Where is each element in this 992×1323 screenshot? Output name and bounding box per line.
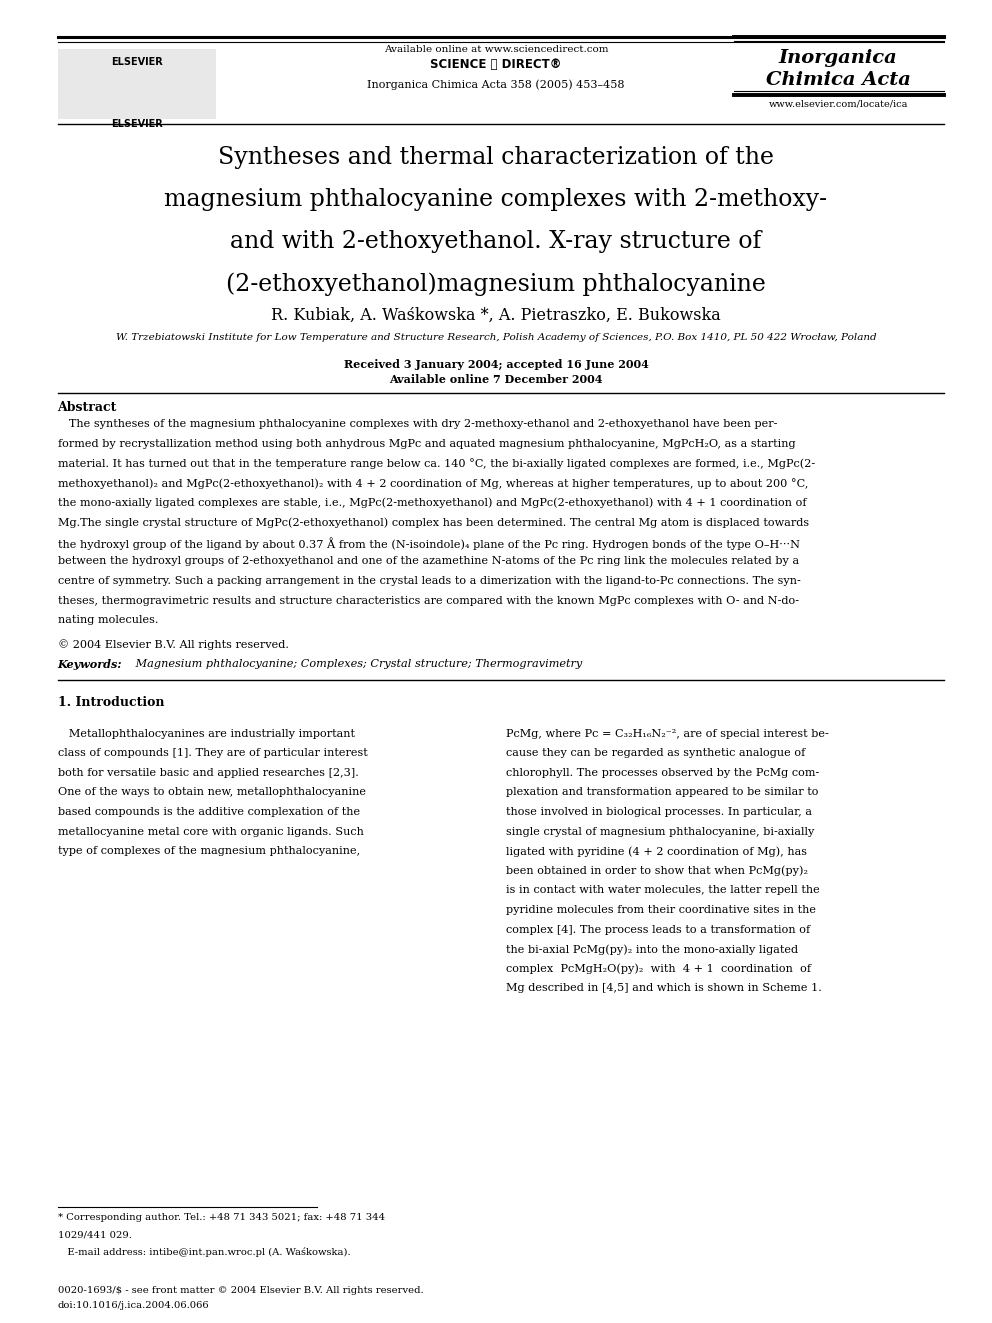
Text: cause they can be regarded as synthetic analogue of: cause they can be regarded as synthetic … (506, 749, 806, 758)
Text: Received 3 January 2004; accepted 16 June 2004: Received 3 January 2004; accepted 16 Jun… (343, 359, 649, 369)
Text: theses, thermogravimetric results and structure characteristics are compared wit: theses, thermogravimetric results and st… (58, 595, 799, 606)
Text: Available online 7 December 2004: Available online 7 December 2004 (389, 374, 603, 385)
Text: based compounds is the additive complexation of the: based compounds is the additive complexa… (58, 807, 360, 818)
Text: ELSEVIER: ELSEVIER (111, 57, 163, 67)
Text: Chimica Acta: Chimica Acta (766, 71, 911, 90)
Text: doi:10.1016/j.ica.2004.06.066: doi:10.1016/j.ica.2004.06.066 (58, 1301, 209, 1310)
Text: the mono-axially ligated complexes are stable, i.e., MgPc(2-methoxyethanol) and : the mono-axially ligated complexes are s… (58, 497, 806, 508)
Text: complex  PcMgH₂O(py)₂  with  4 + 1  coordination  of: complex PcMgH₂O(py)₂ with 4 + 1 coordina… (506, 963, 810, 974)
Text: single crystal of magnesium phthalocyanine, bi-axially: single crystal of magnesium phthalocyani… (506, 827, 814, 836)
Text: One of the ways to obtain new, metallophthalocyanine: One of the ways to obtain new, metalloph… (58, 787, 365, 798)
Text: class of compounds [1]. They are of particular interest: class of compounds [1]. They are of part… (58, 749, 367, 758)
Text: nating molecules.: nating molecules. (58, 615, 158, 626)
Text: is in contact with water molecules, the latter repell the: is in contact with water molecules, the … (506, 885, 819, 896)
Text: W. Trzebiatowski Institute for Low Temperature and Structure Research, Polish Ac: W. Trzebiatowski Institute for Low Tempe… (116, 333, 876, 343)
Text: the hydroxyl group of the ligand by about 0.37 Å from the (N-isoindole)₄ plane o: the hydroxyl group of the ligand by abou… (58, 537, 800, 549)
Text: Available online at www.sciencedirect.com: Available online at www.sciencedirect.co… (384, 45, 608, 54)
Text: The syntheses of the magnesium phthalocyanine complexes with dry 2-methoxy-ethan: The syntheses of the magnesium phthalocy… (58, 419, 777, 430)
Text: chlorophyll. The processes observed by the PcMg com-: chlorophyll. The processes observed by t… (506, 767, 819, 778)
Text: * Corresponding author. Tel.: +48 71 343 5021; fax: +48 71 344: * Corresponding author. Tel.: +48 71 343… (58, 1213, 385, 1222)
Text: 1029/441 029.: 1029/441 029. (58, 1230, 131, 1240)
Text: ELSEVIER: ELSEVIER (111, 119, 163, 130)
Text: been obtained in order to show that when PcMg(py)₂: been obtained in order to show that when… (506, 865, 807, 876)
Text: those involved in biological processes. In particular, a: those involved in biological processes. … (506, 807, 811, 818)
Text: Inorganica Chimica Acta 358 (2005) 453–458: Inorganica Chimica Acta 358 (2005) 453–4… (367, 79, 625, 90)
Text: R. Kubiak, A. Waśkowska *, A. Pietraszko, E. Bukowska: R. Kubiak, A. Waśkowska *, A. Pietraszko… (271, 307, 721, 324)
Text: magnesium phthalocyanine complexes with 2-methoxy-: magnesium phthalocyanine complexes with … (165, 188, 827, 210)
Text: pyridine molecules from their coordinative sites in the: pyridine molecules from their coordinati… (506, 905, 815, 916)
Text: Inorganica: Inorganica (779, 49, 898, 67)
Text: Mg described in [4,5] and which is shown in Scheme 1.: Mg described in [4,5] and which is shown… (506, 983, 821, 994)
Text: methoxyethanol)₂ and MgPc(2-ethoxyethanol)₂ with 4 + 2 coordination of Mg, where: methoxyethanol)₂ and MgPc(2-ethoxyethano… (58, 478, 807, 490)
Text: metallocyanine metal core with organic ligands. Such: metallocyanine metal core with organic l… (58, 827, 363, 836)
Text: 0020-1693/$ - see front matter © 2004 Elsevier B.V. All rights reserved.: 0020-1693/$ - see front matter © 2004 El… (58, 1286, 424, 1295)
Text: plexation and transformation appeared to be similar to: plexation and transformation appeared to… (506, 787, 818, 798)
Text: Metallophthalocyanines are industrially important: Metallophthalocyanines are industrially … (58, 729, 354, 738)
Text: PcMg, where Pc = C₃₂H₁₆N₂⁻², are of special interest be-: PcMg, where Pc = C₃₂H₁₆N₂⁻², are of spec… (506, 729, 828, 738)
Text: formed by recrystallization method using both anhydrous MgPc and aquated magnesi: formed by recrystallization method using… (58, 439, 796, 448)
Text: Abstract: Abstract (58, 401, 117, 414)
Text: Syntheses and thermal characterization of the: Syntheses and thermal characterization o… (218, 146, 774, 168)
Text: centre of symmetry. Such a packing arrangement in the crystal leads to a dimeriz: centre of symmetry. Such a packing arran… (58, 576, 801, 586)
Bar (58, 49, 216, 119)
Text: Keywords:: Keywords: (58, 659, 122, 669)
Text: type of complexes of the magnesium phthalocyanine,: type of complexes of the magnesium phtha… (58, 847, 360, 856)
Text: and with 2-ethoxyethanol. X-ray structure of: and with 2-ethoxyethanol. X-ray structur… (230, 230, 762, 253)
Text: 1. Introduction: 1. Introduction (58, 696, 164, 709)
Text: (2-ethoxyethanol)magnesium phthalocyanine: (2-ethoxyethanol)magnesium phthalocyanin… (226, 273, 766, 296)
Text: the bi-axial PcMg(py)₂ into the mono-axially ligated: the bi-axial PcMg(py)₂ into the mono-axi… (506, 945, 798, 955)
Text: Magnesium phthalocyanine; Complexes; Crystal structure; Thermogravimetry: Magnesium phthalocyanine; Complexes; Cry… (132, 659, 582, 668)
Text: E-mail address: intibe@int.pan.wroc.pl (A. Waśkowska).: E-mail address: intibe@int.pan.wroc.pl (… (58, 1248, 350, 1257)
Text: ligated with pyridine (4 + 2 coordination of Mg), has: ligated with pyridine (4 + 2 coordinatio… (506, 847, 806, 857)
Text: Mg.The single crystal structure of MgPc(2-ethoxyethanol) complex has been determ: Mg.The single crystal structure of MgPc(… (58, 517, 808, 528)
Text: © 2004 Elsevier B.V. All rights reserved.: © 2004 Elsevier B.V. All rights reserved… (58, 639, 289, 650)
Text: both for versatile basic and applied researches [2,3].: both for versatile basic and applied res… (58, 767, 358, 778)
Text: www.elsevier.com/locate/ica: www.elsevier.com/locate/ica (769, 99, 908, 108)
Text: between the hydroxyl groups of 2-ethoxyethanol and one of the azamethine N-atoms: between the hydroxyl groups of 2-ethoxye… (58, 557, 799, 566)
Text: material. It has turned out that in the temperature range below ca. 140 °C, the : material. It has turned out that in the … (58, 459, 814, 470)
Text: SCIENCE ⓘ DIRECT®: SCIENCE ⓘ DIRECT® (431, 58, 561, 71)
Text: complex [4]. The process leads to a transformation of: complex [4]. The process leads to a tran… (506, 925, 810, 934)
